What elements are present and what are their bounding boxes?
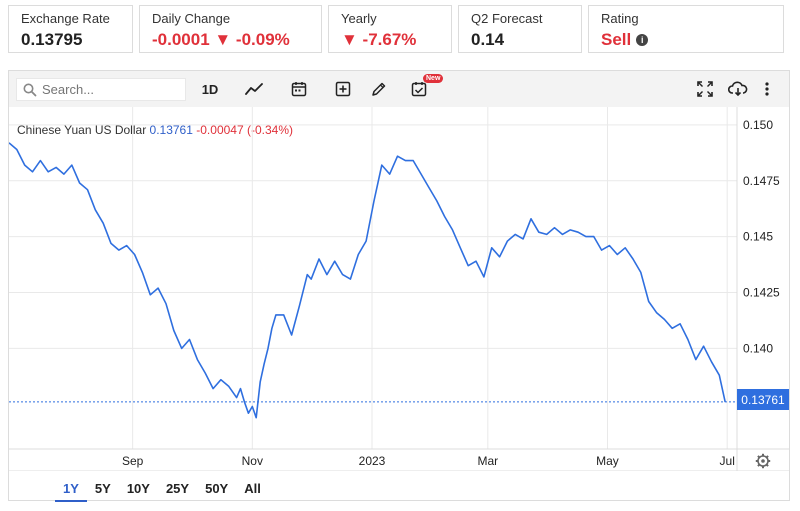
calendar-button[interactable] <box>287 77 311 101</box>
plus-box-icon <box>335 81 351 97</box>
range-button-5y[interactable]: 5Y <box>94 481 111 496</box>
search-input[interactable] <box>42 82 172 97</box>
settings-gear-icon[interactable] <box>755 453 771 469</box>
stat-value: Sell i <box>601 30 771 50</box>
series-last-value: 0.13761 <box>149 123 193 137</box>
line-chart-icon <box>245 83 263 95</box>
stat-label: Exchange Rate <box>21 11 110 26</box>
series-header: Chinese Yuan US Dollar 0.13761 -0.00047 … <box>17 123 293 137</box>
range-button-25y[interactable]: 25Y <box>165 481 190 496</box>
x-tick-label: May <box>596 454 619 468</box>
stat-value: -0.0001 ▼ -0.09% <box>152 30 309 50</box>
series-name: Chinese Yuan US Dollar <box>17 123 147 137</box>
fullscreen-icon <box>697 81 713 97</box>
range-button-all[interactable]: All <box>244 481 261 496</box>
stat-value-text: ▼ -7.67% <box>341 30 417 49</box>
series-change: -0.00047 (-0.34%) <box>196 123 293 137</box>
stat-daily-change: Daily Change -0.0001 ▼ -0.09% <box>139 5 322 53</box>
range-button-10y[interactable]: 10Y <box>126 481 150 496</box>
chart-toolbar: 1D <box>9 71 789 107</box>
pencil-icon <box>372 82 386 96</box>
stat-label: Rating <box>601 11 639 26</box>
stat-exchange-rate: Exchange Rate 0.13795 <box>8 5 133 53</box>
draw-button[interactable] <box>367 77 391 101</box>
calendar-events-button[interactable] <box>407 77 431 101</box>
calendar-icon <box>291 82 307 97</box>
chart-panel: 1D <box>8 70 790 502</box>
stat-value-text: -0.0001 ▼ -0.09% <box>152 30 290 49</box>
stat-yearly: Yearly ▼ -7.67% <box>328 5 452 53</box>
range-button-1y[interactable]: 1Y <box>55 479 87 502</box>
calendar-check-icon <box>411 82 427 97</box>
stat-label: Yearly <box>341 11 377 26</box>
more-options-button[interactable] <box>759 77 775 101</box>
line-chart-type-button[interactable] <box>242 77 266 101</box>
cloud-download-icon <box>728 81 748 97</box>
stat-value: 0.13795 <box>21 30 120 50</box>
last-price-tag: 0.13761 <box>737 389 789 410</box>
range-button-50y[interactable]: 50Y <box>205 481 229 496</box>
y-tick-label: 0.145 <box>743 230 773 244</box>
search-icon <box>23 83 37 96</box>
download-button[interactable] <box>725 77 751 101</box>
add-indicator-button[interactable] <box>331 77 355 101</box>
search-box[interactable] <box>16 78 186 101</box>
gear-tooth <box>757 455 761 459</box>
y-tick-label: 0.140 <box>743 341 773 355</box>
gear-tooth <box>765 463 769 467</box>
y-tick-label: 0.1425 <box>743 286 780 300</box>
gear-tooth <box>765 455 769 459</box>
x-tick-label: Mar <box>477 454 498 468</box>
new-badge: New <box>423 74 444 83</box>
range-selector: 1Y 5Y 10Y 25Y 50Y All <box>55 479 269 502</box>
stat-value-text: 0.14 <box>471 30 505 49</box>
stat-value: ▼ -7.67% <box>341 30 439 50</box>
y-tick-label: 0.1475 <box>743 174 780 188</box>
stat-label: Q2 Forecast <box>471 11 543 26</box>
info-icon[interactable]: i <box>636 34 649 46</box>
stat-label: Daily Change <box>152 11 231 26</box>
fullscreen-button[interactable] <box>693 77 717 101</box>
gear-center <box>761 459 765 463</box>
gear-tooth <box>757 463 761 467</box>
stat-value-text: 0.13795 <box>21 30 83 49</box>
stats-bar: Exchange Rate 0.13795 Daily Change -0.0001 … <box>8 5 790 53</box>
x-tick-label: Sep <box>122 454 144 468</box>
series-line <box>9 142 726 419</box>
stat-rating: Rating Sell i <box>588 5 784 53</box>
stat-value-text: Sell <box>601 30 632 49</box>
x-tick-label: Jul <box>720 454 735 468</box>
stat-q2-forecast: Q2 Forecast 0.14 <box>458 5 582 53</box>
line-chart[interactable]: 0.140 0.1425 0.145 0.1475 0.150 Sep Nov 2023 Mar… <box>9 71 789 471</box>
y-tick-label: 0.150 <box>743 118 773 132</box>
x-tick-label: Nov <box>242 454 263 468</box>
more-vertical-icon <box>765 82 769 96</box>
interval-button[interactable]: 1D <box>201 81 219 97</box>
stat-value: 0.14 <box>471 30 569 50</box>
x-tick-label: 2023 <box>359 454 386 468</box>
